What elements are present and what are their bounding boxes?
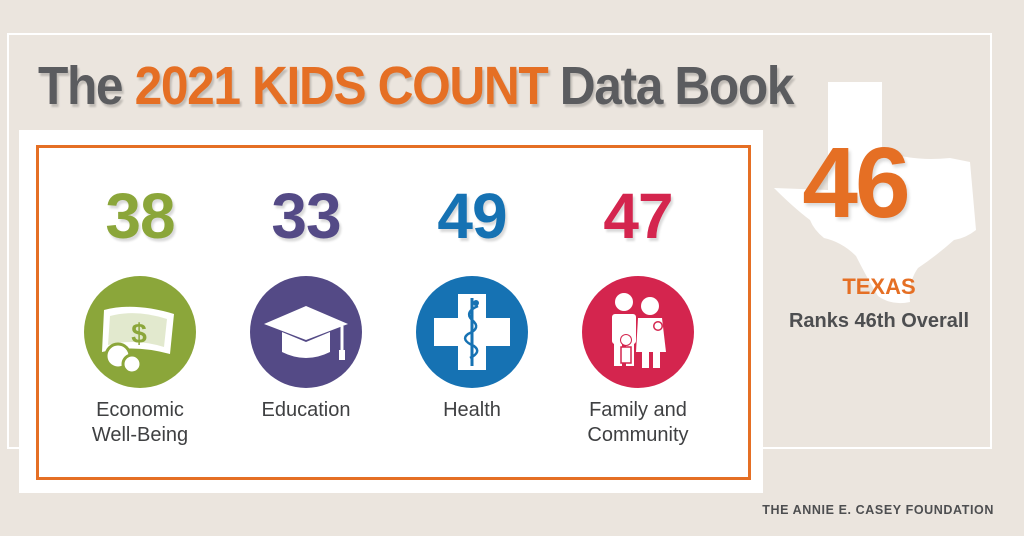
rank-family: 47	[603, 180, 673, 252]
label-line-1: Family and	[589, 399, 687, 421]
graduation-cap-icon	[250, 276, 362, 388]
panel-border	[36, 145, 751, 480]
foundation-credit: THE ANNIE E. CASEY FOUNDATION	[762, 503, 994, 517]
rank-health: 49	[437, 180, 507, 252]
category-label: Family and Community	[558, 398, 718, 448]
label-line-1: Economic	[96, 399, 184, 421]
label-line-1: Health	[443, 399, 501, 421]
category-family-and-community: 47 Family and Community	[558, 180, 718, 448]
page-title: The 2021 KIDS COUNT Data Book	[38, 55, 795, 117]
category-health: 49 Health	[392, 180, 552, 423]
category-economic-well-being: 38 $ Economic Well-Being	[60, 180, 220, 448]
svg-text:$: $	[131, 318, 147, 349]
category-education: 33 Education	[226, 180, 386, 423]
label-line-2: Community	[587, 424, 689, 446]
category-label: Health	[392, 398, 552, 423]
money-icon: $	[84, 276, 196, 388]
overall-rank-text: Ranks 46th Overall	[788, 310, 970, 332]
rank-education: 33	[271, 180, 341, 252]
label-line-2: Well-Being	[91, 424, 189, 446]
medical-cross-icon	[416, 276, 528, 388]
rank-economic: 38	[105, 180, 175, 252]
family-icon	[582, 276, 694, 388]
overall-rank: 46	[802, 127, 910, 239]
category-label: Economic Well-Being	[60, 398, 220, 448]
texas-map-icon	[774, 82, 976, 304]
label-line-1: Education	[261, 399, 351, 421]
texas-overall-block	[770, 80, 995, 340]
title-prefix: The	[38, 56, 135, 116]
category-label: Education	[226, 398, 386, 423]
title-suffix: Data Book	[547, 56, 795, 116]
state-name: TEXAS	[842, 274, 916, 299]
title-accent: 2021 KIDS COUNT	[134, 56, 549, 116]
